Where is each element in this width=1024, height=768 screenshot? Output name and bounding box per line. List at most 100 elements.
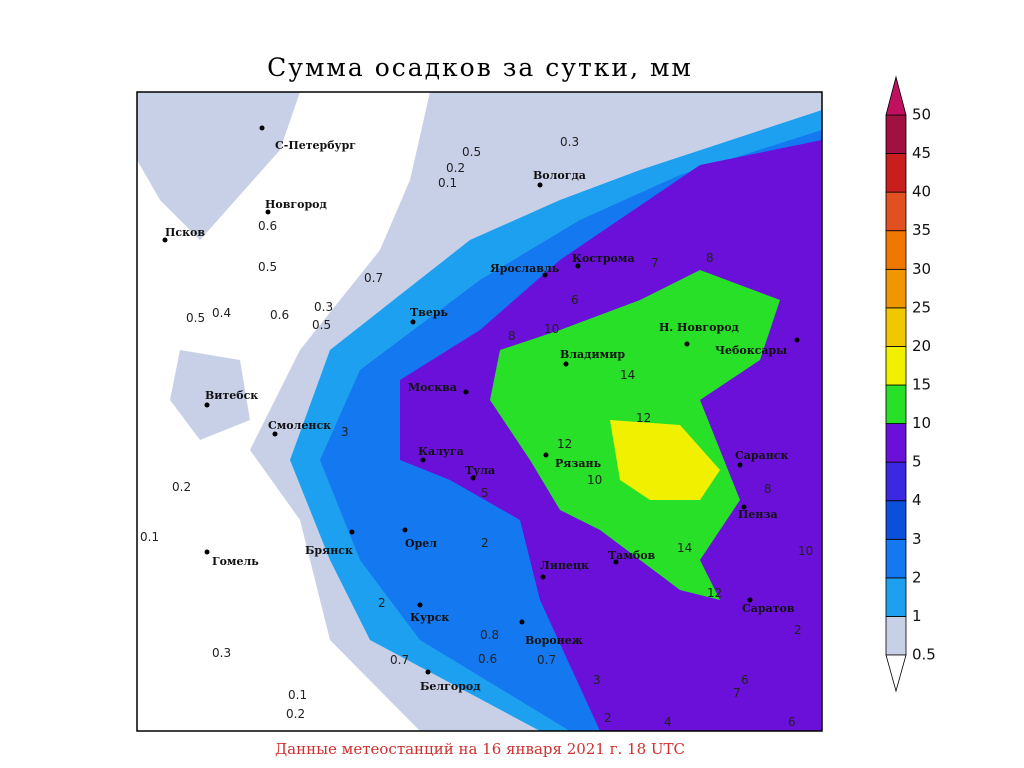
station-value: 12 — [636, 411, 651, 425]
city-dot — [204, 549, 210, 555]
station-value: 0.5 — [186, 311, 205, 325]
colorbar-label: 25 — [912, 298, 931, 316]
station-value: 0.6 — [258, 219, 277, 233]
colorbar-label: 45 — [912, 144, 931, 162]
city-label: Калуга — [418, 445, 464, 458]
station-value: 7 — [651, 256, 659, 270]
city-dot — [542, 272, 548, 278]
station-value: 14 — [620, 368, 635, 382]
city-label: Курск — [410, 611, 449, 624]
colorbar-label: 5 — [912, 453, 922, 471]
station-value: 6 — [741, 673, 749, 687]
city-dot — [613, 559, 619, 565]
city-label: Гомель — [212, 555, 259, 568]
colorbar-label: 4 — [912, 491, 922, 509]
colorbar-label: 50 — [912, 106, 931, 124]
station-value: 2 — [378, 596, 386, 610]
city-dot — [265, 209, 271, 215]
colorbar-box — [885, 268, 907, 309]
city-dot — [402, 527, 408, 533]
city-label: Смоленск — [268, 419, 331, 432]
city-dot — [794, 337, 800, 343]
station-value: 6 — [788, 715, 796, 729]
station-value: 10 — [587, 473, 602, 487]
station-value: 12 — [557, 437, 572, 451]
colorbar-box — [885, 538, 907, 579]
footer: Данные метеостанций на 16 января 2021 г.… — [275, 740, 685, 758]
city-label: Тверь — [410, 306, 449, 319]
city-dot — [463, 389, 469, 395]
station-value: 8 — [764, 482, 772, 496]
station-value: 7 — [733, 686, 741, 700]
city-dot — [470, 475, 476, 481]
cities: С-Петербург Новгород Псков Витебск Смоле… — [162, 125, 800, 693]
city-label: Брянск — [305, 544, 353, 557]
city-label: Москва — [408, 381, 457, 394]
station-value: 12 — [707, 586, 722, 600]
city-dot — [519, 619, 525, 625]
map — [137, 92, 822, 731]
station-value: 0.1 — [438, 176, 457, 190]
colorbar-box — [885, 307, 907, 347]
city-dot — [540, 574, 546, 580]
colorbar-label: 0.5 — [912, 646, 936, 664]
station-value: 0.7 — [390, 653, 409, 667]
station-value: 0.1 — [140, 530, 159, 544]
city-label: Липецк — [540, 559, 589, 572]
city-label: Пенза — [738, 508, 778, 521]
city-dot — [259, 125, 265, 131]
station-value: 6 — [571, 293, 579, 307]
city-dot — [684, 341, 690, 347]
station-value: 0.8 — [480, 628, 499, 642]
city-dot — [575, 263, 581, 269]
station-value: 4 — [664, 715, 672, 729]
city-label: Н. Новгород — [659, 321, 739, 334]
station-value: 10 — [798, 544, 813, 558]
colorbar-label: 20 — [912, 337, 931, 355]
station-value: 14 — [677, 541, 692, 555]
city-label: Саранск — [735, 449, 788, 462]
station-value: 0.7 — [364, 271, 383, 285]
colorbar-box — [885, 423, 907, 463]
station-value: 8 — [706, 251, 714, 265]
city-dot — [737, 462, 743, 468]
city-dot — [349, 529, 355, 535]
colorbar-box — [885, 230, 907, 270]
station-value: 2 — [794, 623, 802, 637]
colorbar-box — [885, 461, 907, 502]
city-label: Саратов — [742, 602, 795, 615]
city-label: Витебск — [205, 389, 258, 402]
station-value: 8 — [508, 329, 516, 343]
colorbar-box — [885, 346, 907, 386]
station-value: 0.3 — [212, 646, 231, 660]
station-value: 3 — [593, 673, 601, 687]
city-label: Рязань — [555, 457, 602, 470]
colorbar-box — [885, 616, 907, 656]
city-dot — [410, 319, 416, 325]
city-label: Псков — [165, 226, 205, 239]
colorbar-over — [885, 75, 907, 116]
city-label: Ярославль — [490, 262, 560, 275]
city-label: С-Петербург — [275, 139, 356, 152]
colorbar-box — [885, 577, 907, 617]
city-label: Вологда — [533, 169, 586, 182]
colorbar-box — [885, 114, 907, 154]
city-dot — [741, 504, 747, 510]
title: Сумма осадков за сутки, мм — [267, 53, 693, 82]
colorbar-label: 15 — [912, 376, 931, 394]
station-value: 0.5 — [258, 260, 277, 274]
station-value: 5 — [481, 486, 489, 500]
city-dot — [417, 602, 423, 608]
city-label: Кострома — [572, 252, 635, 265]
colorbar-box — [885, 384, 907, 424]
city-label: Тамбов — [608, 549, 656, 562]
city-dot — [543, 452, 549, 458]
station-value: 0.2 — [286, 707, 305, 721]
station-value: 10 — [544, 322, 559, 336]
station-values: 0.3 0.5 0.2 0.1 0.6 0.5 0.7 0.5 0.4 0.6 … — [140, 135, 813, 729]
city-dot — [537, 182, 543, 188]
map-frame — [136, 91, 823, 732]
colorbar-label: 2 — [912, 568, 922, 586]
colorbar-label: 3 — [912, 530, 922, 548]
